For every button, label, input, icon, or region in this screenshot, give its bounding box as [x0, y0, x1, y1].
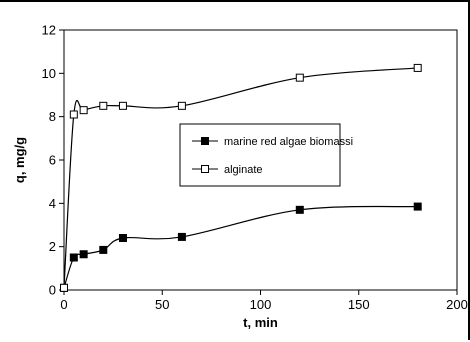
data-point-marine-red-algae	[413, 202, 422, 211]
data-point-alginate	[60, 283, 68, 292]
legend: marine red algae biomassi alginate	[179, 123, 353, 187]
legend-box	[179, 123, 341, 187]
y-tick-label: 2	[49, 239, 56, 254]
y-tick-label: 6	[49, 153, 56, 168]
data-point-marine-red-algae	[295, 205, 304, 214]
data-point-alginate	[177, 101, 186, 110]
data-point-alginate	[413, 63, 422, 72]
y-tick-label: 4	[49, 196, 56, 211]
data-point-alginate	[118, 101, 127, 110]
x-tick-label: 100	[250, 297, 272, 312]
data-point-alginate	[79, 106, 88, 115]
x-tick-label: 50	[155, 297, 169, 312]
ticks-layer: 0 2 4 6 8 10 12 0 50 100 150 200	[42, 23, 468, 313]
data-point-alginate	[69, 110, 78, 119]
data-point-alginate	[99, 101, 108, 110]
legend-marker-marine-red-algae	[201, 137, 209, 145]
x-tick-label: 0	[60, 297, 67, 312]
data-point-alginate	[295, 73, 304, 82]
legend-label-alginate: alginate	[224, 164, 263, 176]
legend-label-marine-red-algae: marine red algae biomassi	[224, 136, 353, 148]
y-tick-label: 10	[42, 66, 56, 81]
x-tick-label: 200	[446, 297, 468, 312]
data-point-marine-red-algae	[69, 253, 78, 262]
data-point-marine-red-algae	[99, 245, 108, 254]
data-point-marine-red-algae	[177, 232, 186, 241]
x-axis-title: t, min	[243, 315, 278, 330]
data-point-marine-red-algae	[118, 234, 127, 242]
y-tick-label: 8	[49, 109, 56, 124]
data-point-marine-red-algae	[79, 250, 88, 259]
y-tick-label: 12	[42, 23, 56, 38]
series-layer	[60, 63, 422, 292]
y-axis-title: q, mg/g	[12, 137, 27, 183]
x-tick-label: 150	[348, 297, 370, 312]
y-tick-label: 0	[49, 283, 56, 298]
legend-marker-alginate	[201, 165, 209, 173]
